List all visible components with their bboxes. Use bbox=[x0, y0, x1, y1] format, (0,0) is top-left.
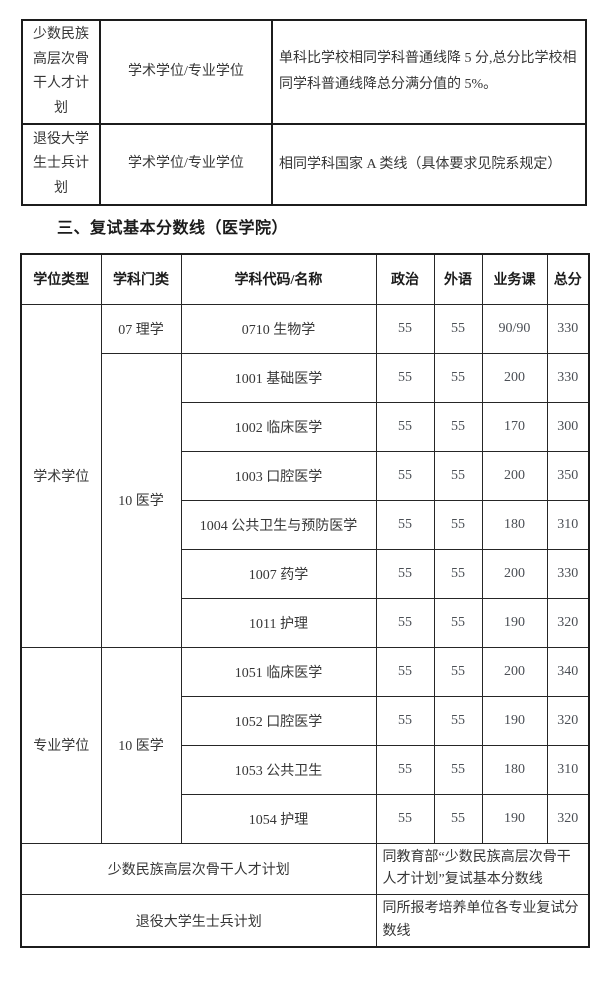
degree-type-cell: 学术学位/专业学位 bbox=[99, 19, 273, 125]
foreign-score-cell: 55 bbox=[433, 401, 483, 452]
total-score-cell: 310 bbox=[546, 744, 590, 795]
special-plan-cell: 退役大学生士兵计划 bbox=[20, 894, 377, 948]
politics-score-cell: 55 bbox=[375, 793, 435, 844]
politics-score-cell: 55 bbox=[375, 450, 435, 501]
plan-name-cell: 退役大学生士兵计划 bbox=[21, 123, 101, 206]
score-table-body: 学术学位 07 理学 0710 生物学 55 55 90/90 330 10 医学 1001 基… bbox=[20, 303, 590, 948]
section-heading: 三、复试基本分数线（医学院） bbox=[57, 220, 289, 237]
score-row: 专业学位 10 医学 1051 临床医学 55 55 200 340 bbox=[20, 646, 590, 844]
total-score-cell: 330 bbox=[546, 548, 590, 599]
degree-type-cell: 学术学位/专业学位 bbox=[99, 123, 273, 206]
subject-cell: 1053 公共卫生 bbox=[180, 744, 377, 795]
foreign-score-cell: 55 bbox=[433, 303, 483, 354]
politics-score-cell: 55 bbox=[375, 744, 435, 795]
score-row: 1007 药学 55 55 200 330 bbox=[21, 548, 590, 599]
foreign-score-cell: 55 bbox=[433, 793, 483, 844]
score-table-header-row: 学位类型 学科门类 学科代码/名称 政治 外语 业务课 总分 bbox=[20, 253, 590, 305]
total-score-cell: 330 bbox=[546, 303, 590, 354]
total-score-cell: 320 bbox=[546, 597, 590, 648]
business-score-cell: 200 bbox=[481, 450, 548, 501]
subject-cell: 1011 护理 bbox=[180, 597, 377, 648]
header-politics: 政治 bbox=[375, 253, 435, 305]
subject-cell: 1054 护理 bbox=[180, 793, 377, 844]
politics-score-cell: 55 bbox=[375, 695, 435, 746]
total-score-cell: 320 bbox=[546, 695, 590, 746]
score-row: 1003 口腔医学 55 55 200 350 bbox=[21, 450, 590, 501]
policy-cell: 相同学科国家 A 类线（具体要求见院系规定） bbox=[271, 123, 587, 206]
business-score-cell: 170 bbox=[481, 401, 548, 452]
table-row: 少数民族高层次骨干人才计划 学术学位/专业学位 单科比学校相同学科普通线降 5 … bbox=[21, 19, 587, 125]
business-score-cell: 200 bbox=[481, 646, 548, 697]
score-row: 1054 护理 55 55 190 320 bbox=[21, 793, 590, 844]
header-business-course: 业务课 bbox=[481, 253, 548, 305]
business-score-cell: 190 bbox=[481, 793, 548, 844]
total-score-cell: 320 bbox=[546, 793, 590, 844]
total-score-cell: 310 bbox=[546, 499, 590, 550]
foreign-score-cell: 55 bbox=[433, 695, 483, 746]
politics-score-cell: 55 bbox=[375, 597, 435, 648]
table-row: 退役大学生士兵计划 学术学位/专业学位 相同学科国家 A 类线（具体要求见院系规… bbox=[21, 123, 587, 206]
business-score-cell: 190 bbox=[481, 695, 548, 746]
subject-cell: 0710 生物学 bbox=[180, 303, 377, 354]
score-row: 1052 口腔医学 55 55 190 320 bbox=[21, 695, 590, 746]
score-row: 1002 临床医学 55 55 170 300 bbox=[21, 401, 590, 452]
score-row: 1011 护理 55 55 190 320 bbox=[21, 597, 590, 648]
subject-cell: 1002 临床医学 bbox=[180, 401, 377, 452]
total-score-cell: 340 bbox=[546, 646, 590, 697]
business-score-cell: 200 bbox=[481, 548, 548, 599]
category-cell: 10 医学 bbox=[100, 352, 182, 648]
header-foreign-language: 外语 bbox=[433, 253, 483, 305]
total-score-cell: 350 bbox=[546, 450, 590, 501]
special-plan-cell: 少数民族高层次骨干人才计划 bbox=[20, 842, 377, 896]
special-score-row: 少数民族高层次骨干人才计划 同教育部“少数民族高层次骨干人才计划”复试基本分数线 bbox=[20, 842, 590, 896]
degree-type-cell: 专业学位 bbox=[20, 646, 102, 844]
special-plan-policy-table: 少数民族高层次骨干人才计划 学术学位/专业学位 单科比学校相同学科普通线降 5 … bbox=[21, 19, 587, 206]
total-score-cell: 330 bbox=[546, 352, 590, 403]
foreign-score-cell: 55 bbox=[433, 450, 483, 501]
category-cell: 07 理学 bbox=[100, 303, 182, 354]
subject-cell: 1001 基础医学 bbox=[180, 352, 377, 403]
subject-cell: 1007 药学 bbox=[180, 548, 377, 599]
business-score-cell: 200 bbox=[481, 352, 548, 403]
foreign-score-cell: 55 bbox=[433, 499, 483, 550]
foreign-score-cell: 55 bbox=[433, 548, 483, 599]
plan-name-cell: 少数民族高层次骨干人才计划 bbox=[21, 19, 101, 125]
politics-score-cell: 55 bbox=[375, 352, 435, 403]
subject-cell: 1004 公共卫生与预防医学 bbox=[180, 499, 377, 550]
header-subject: 学科代码/名称 bbox=[180, 253, 377, 305]
politics-score-cell: 55 bbox=[375, 548, 435, 599]
special-score-row: 退役大学生士兵计划 同所报考培养单位各专业复试分数线 bbox=[20, 894, 590, 948]
policy-cell: 单科比学校相同学科普通线降 5 分,总分比学校相同学科普通线降总分满分值的 5%… bbox=[271, 19, 587, 125]
foreign-score-cell: 55 bbox=[433, 597, 483, 648]
business-score-cell: 90/90 bbox=[481, 303, 548, 354]
total-score-cell: 300 bbox=[546, 401, 590, 452]
score-table: 学位类型 学科门类 学科代码/名称 政治 外语 业务课 总分 学术学位 07 理学… bbox=[20, 253, 590, 949]
score-row: 1053 公共卫生 55 55 180 310 bbox=[21, 744, 590, 795]
header-degree-type: 学位类型 bbox=[20, 253, 102, 305]
business-score-cell: 180 bbox=[481, 744, 548, 795]
degree-type-cell: 学术学位 bbox=[20, 303, 102, 648]
score-row: 10 医学 1001 基础医学 55 55 200 330 bbox=[21, 352, 590, 648]
subject-cell: 1052 口腔医学 bbox=[180, 695, 377, 746]
foreign-score-cell: 55 bbox=[433, 646, 483, 697]
subject-cell: 1051 临床医学 bbox=[180, 646, 377, 697]
politics-score-cell: 55 bbox=[375, 401, 435, 452]
header-total: 总分 bbox=[546, 253, 590, 305]
special-policy-cell: 同所报考培养单位各专业复试分数线 bbox=[375, 894, 590, 948]
politics-score-cell: 55 bbox=[375, 303, 435, 354]
foreign-score-cell: 55 bbox=[433, 352, 483, 403]
header-category: 学科门类 bbox=[100, 253, 182, 305]
score-row: 1004 公共卫生与预防医学 55 55 180 310 bbox=[21, 499, 590, 550]
politics-score-cell: 55 bbox=[375, 646, 435, 697]
subject-cell: 1003 口腔医学 bbox=[180, 450, 377, 501]
special-policy-cell: 同教育部“少数民族高层次骨干人才计划”复试基本分数线 bbox=[375, 842, 590, 896]
politics-score-cell: 55 bbox=[375, 499, 435, 550]
foreign-score-cell: 55 bbox=[433, 744, 483, 795]
category-cell: 10 医学 bbox=[100, 646, 182, 844]
score-row: 学术学位 07 理学 0710 生物学 55 55 90/90 330 bbox=[20, 303, 590, 648]
business-score-cell: 190 bbox=[481, 597, 548, 648]
business-score-cell: 180 bbox=[481, 499, 548, 550]
